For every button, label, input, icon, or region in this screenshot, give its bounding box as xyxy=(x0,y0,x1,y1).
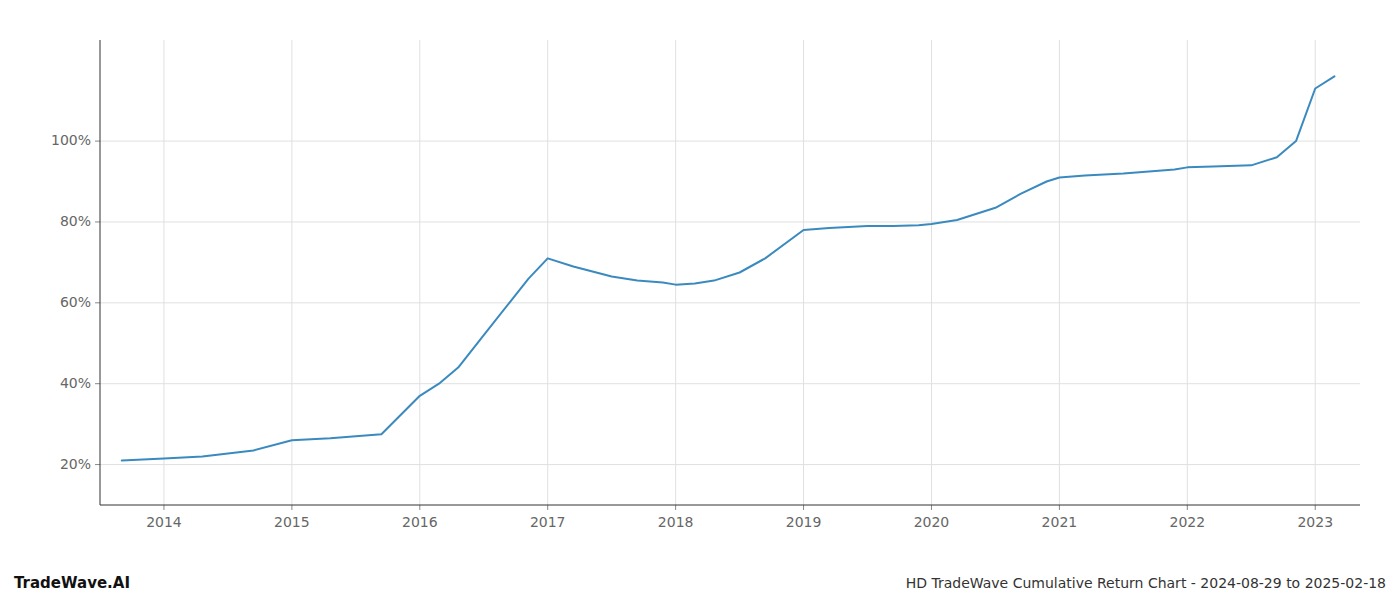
chart: 20% 40% 60% 80% 100% 2014 2015 2016 2017 2018 2019… xyxy=(0,0,1400,600)
x-axis-line xyxy=(100,505,1360,506)
tick-mark xyxy=(419,505,420,510)
title: HD TradeWave Cumulative Return Chart - 2… xyxy=(906,575,1386,591)
tick-label: 2019 xyxy=(786,514,822,530)
tick-label: 100% xyxy=(51,132,91,148)
grid-line xyxy=(100,302,1360,303)
tick-mark xyxy=(95,464,100,465)
tick-mark xyxy=(291,505,292,510)
tick-label: 2021 xyxy=(1042,514,1078,530)
tick-label: 2016 xyxy=(402,514,438,530)
tick-mark xyxy=(163,505,164,510)
tick-mark xyxy=(931,505,932,510)
y-axis-line xyxy=(100,40,101,505)
grid-line xyxy=(1315,40,1316,505)
tick-mark xyxy=(1315,505,1316,510)
tick-mark xyxy=(803,505,804,510)
tick-label: 60% xyxy=(60,294,91,310)
tick-mark xyxy=(1187,505,1188,510)
tick-label: 20% xyxy=(60,456,91,472)
tick-label: 80% xyxy=(60,213,91,229)
plot-area xyxy=(122,76,1335,460)
grid xyxy=(100,40,1360,505)
tick-mark xyxy=(95,221,100,222)
grid-line xyxy=(1187,40,1188,505)
tick-mark xyxy=(95,383,100,384)
tick-label: 2020 xyxy=(914,514,950,530)
grid-line xyxy=(163,40,164,505)
grid-line xyxy=(100,383,1360,384)
grid-line xyxy=(100,141,1360,142)
tick-label: 2018 xyxy=(658,514,694,530)
grid-line xyxy=(931,40,932,505)
tick-label: 2017 xyxy=(530,514,566,530)
tick-label: 2022 xyxy=(1169,514,1205,530)
grid-line xyxy=(419,40,420,505)
tick-mark xyxy=(675,505,676,510)
grid-line xyxy=(291,40,292,505)
tick-label: 2014 xyxy=(146,514,182,530)
grid-line xyxy=(547,40,548,505)
grid-line xyxy=(1059,40,1060,505)
axes: 20% 40% 60% 80% 100% 2014 2015 2016 2017 2018 2019… xyxy=(51,40,1360,530)
tick-mark xyxy=(1059,505,1060,510)
watermark: TradeWave.AI xyxy=(14,574,130,592)
tick-label: 2015 xyxy=(274,514,310,530)
tick-mark xyxy=(547,505,548,510)
grid-line xyxy=(803,40,804,505)
tick-mark xyxy=(95,141,100,142)
tick-label: 2023 xyxy=(1297,514,1333,530)
tick-mark xyxy=(95,302,100,303)
grid-line xyxy=(675,40,676,505)
line xyxy=(122,76,1335,460)
grid-line xyxy=(100,221,1360,222)
grid-line xyxy=(100,464,1360,465)
tick-label: 40% xyxy=(60,375,91,391)
